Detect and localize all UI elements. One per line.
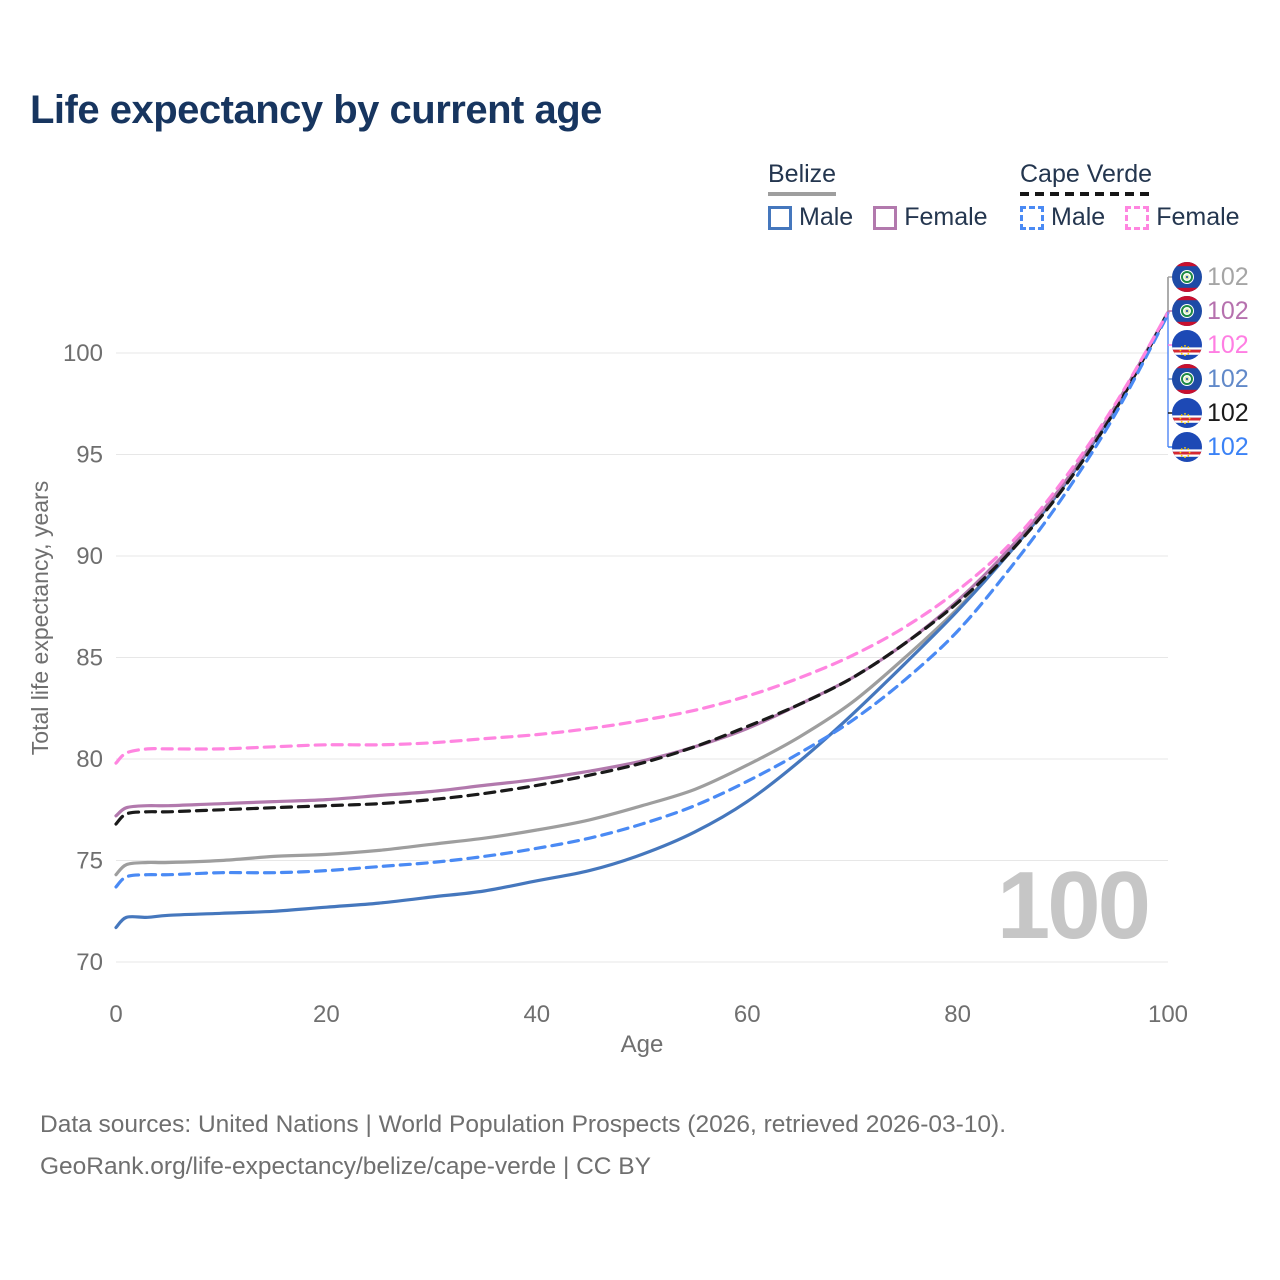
series-line-belize-male[interactable] <box>114 310 1170 930</box>
x-axis-title: Age <box>621 1031 664 1058</box>
age-counter-watermark: 100 <box>996 852 1151 959</box>
x-tick-60: 60 <box>734 1001 761 1028</box>
capeverde-female-swatch <box>1125 205 1150 230</box>
capeverde-flag-icon <box>1172 432 1202 462</box>
belize-flag-icon <box>1172 364 1202 394</box>
x-tick-40: 40 <box>523 1001 550 1028</box>
y-tick-75: 75 <box>76 848 103 875</box>
end-value-belize-total: 102 <box>1207 262 1249 291</box>
y-tick-80: 80 <box>76 746 103 773</box>
data-sources-line: Data sources: United Nations | World Pop… <box>40 1111 1007 1138</box>
legend-item-capeverde-male[interactable]: Male <box>1020 203 1105 232</box>
legend-country-belize[interactable]: Belize <box>768 160 837 196</box>
y-tick-95: 95 <box>76 442 103 469</box>
x-tick-80: 80 <box>944 1001 971 1028</box>
attribution-line: GeoRank.org/life-expectancy/belize/cape-… <box>40 1152 651 1180</box>
belize-line-style-sample <box>768 192 837 196</box>
end-value-capeverde-male: 102 <box>1207 432 1249 461</box>
end-label-belize-female: 102 <box>1172 294 1249 328</box>
series-line-belize-female[interactable] <box>114 310 1170 818</box>
capeverde-flag-icon <box>1172 330 1202 360</box>
legend-group-belize: Belize Male Female <box>768 160 1008 232</box>
end-value-capeverde-female: 102 <box>1207 330 1249 359</box>
y-tick-70: 70 <box>76 949 103 976</box>
end-value-belize-male: 102 <box>1207 364 1249 393</box>
legend-item-capeverde-female[interactable]: Female <box>1125 203 1240 232</box>
legend-item-belize-male[interactable]: Male <box>768 203 853 232</box>
y-tick-85: 85 <box>76 645 103 672</box>
footer: Data sources: United Nations | World Pop… <box>40 1104 1006 1187</box>
capeverde-female-label: Female <box>1156 203 1240 231</box>
belize-flag-icon <box>1172 296 1202 326</box>
series-line-capeverde-male[interactable] <box>114 312 1170 889</box>
legend-country-capeverde[interactable]: Cape Verde <box>1020 160 1153 196</box>
x-tick-100: 100 <box>1148 1001 1188 1028</box>
x-tick-0: 0 <box>109 1001 122 1028</box>
capeverde-male-label: Male <box>1051 203 1106 231</box>
end-label-belize-male: 102 <box>1172 362 1249 396</box>
end-value-belize-female: 102 <box>1207 296 1249 325</box>
legend-country-capeverde-label: Cape Verde <box>1020 160 1153 188</box>
belize-female-label: Female <box>904 203 988 231</box>
end-label-capeverde-male: 102 <box>1172 430 1249 464</box>
x-tick-20: 20 <box>313 1001 340 1028</box>
belize-male-label: Male <box>799 203 854 231</box>
end-label-capeverde-female: 102 <box>1172 328 1249 362</box>
series-line-belize-total[interactable] <box>114 310 1170 877</box>
belize-flag-icon <box>1172 262 1202 292</box>
belize-male-swatch <box>768 205 792 230</box>
belize-female-swatch <box>873 205 898 230</box>
end-value-labels: 102 102 102 102 102 102 <box>1172 260 1249 464</box>
series-line-capeverde-female[interactable] <box>114 310 1170 765</box>
capeverde-flag-icon <box>1172 398 1202 428</box>
end-label-belize-total: 102 <box>1172 260 1249 294</box>
capeverde-line-style-sample <box>1020 192 1153 196</box>
y-axis-title: Total life expectancy, years <box>27 481 53 755</box>
end-label-capeverde-total: 102 <box>1172 396 1249 430</box>
y-tick-100: 100 <box>63 340 103 367</box>
legend-item-belize-female[interactable]: Female <box>873 203 988 232</box>
y-tick-90: 90 <box>76 543 103 570</box>
end-value-capeverde-total: 102 <box>1207 398 1249 427</box>
series-line-capeverde-total[interactable] <box>114 310 1170 826</box>
capeverde-male-swatch <box>1020 205 1044 230</box>
page-title: Life expectancy by current age <box>30 88 602 132</box>
legend-country-belize-label: Belize <box>768 160 837 188</box>
legend-group-capeverde: Cape Verde Male Female <box>1020 160 1260 232</box>
